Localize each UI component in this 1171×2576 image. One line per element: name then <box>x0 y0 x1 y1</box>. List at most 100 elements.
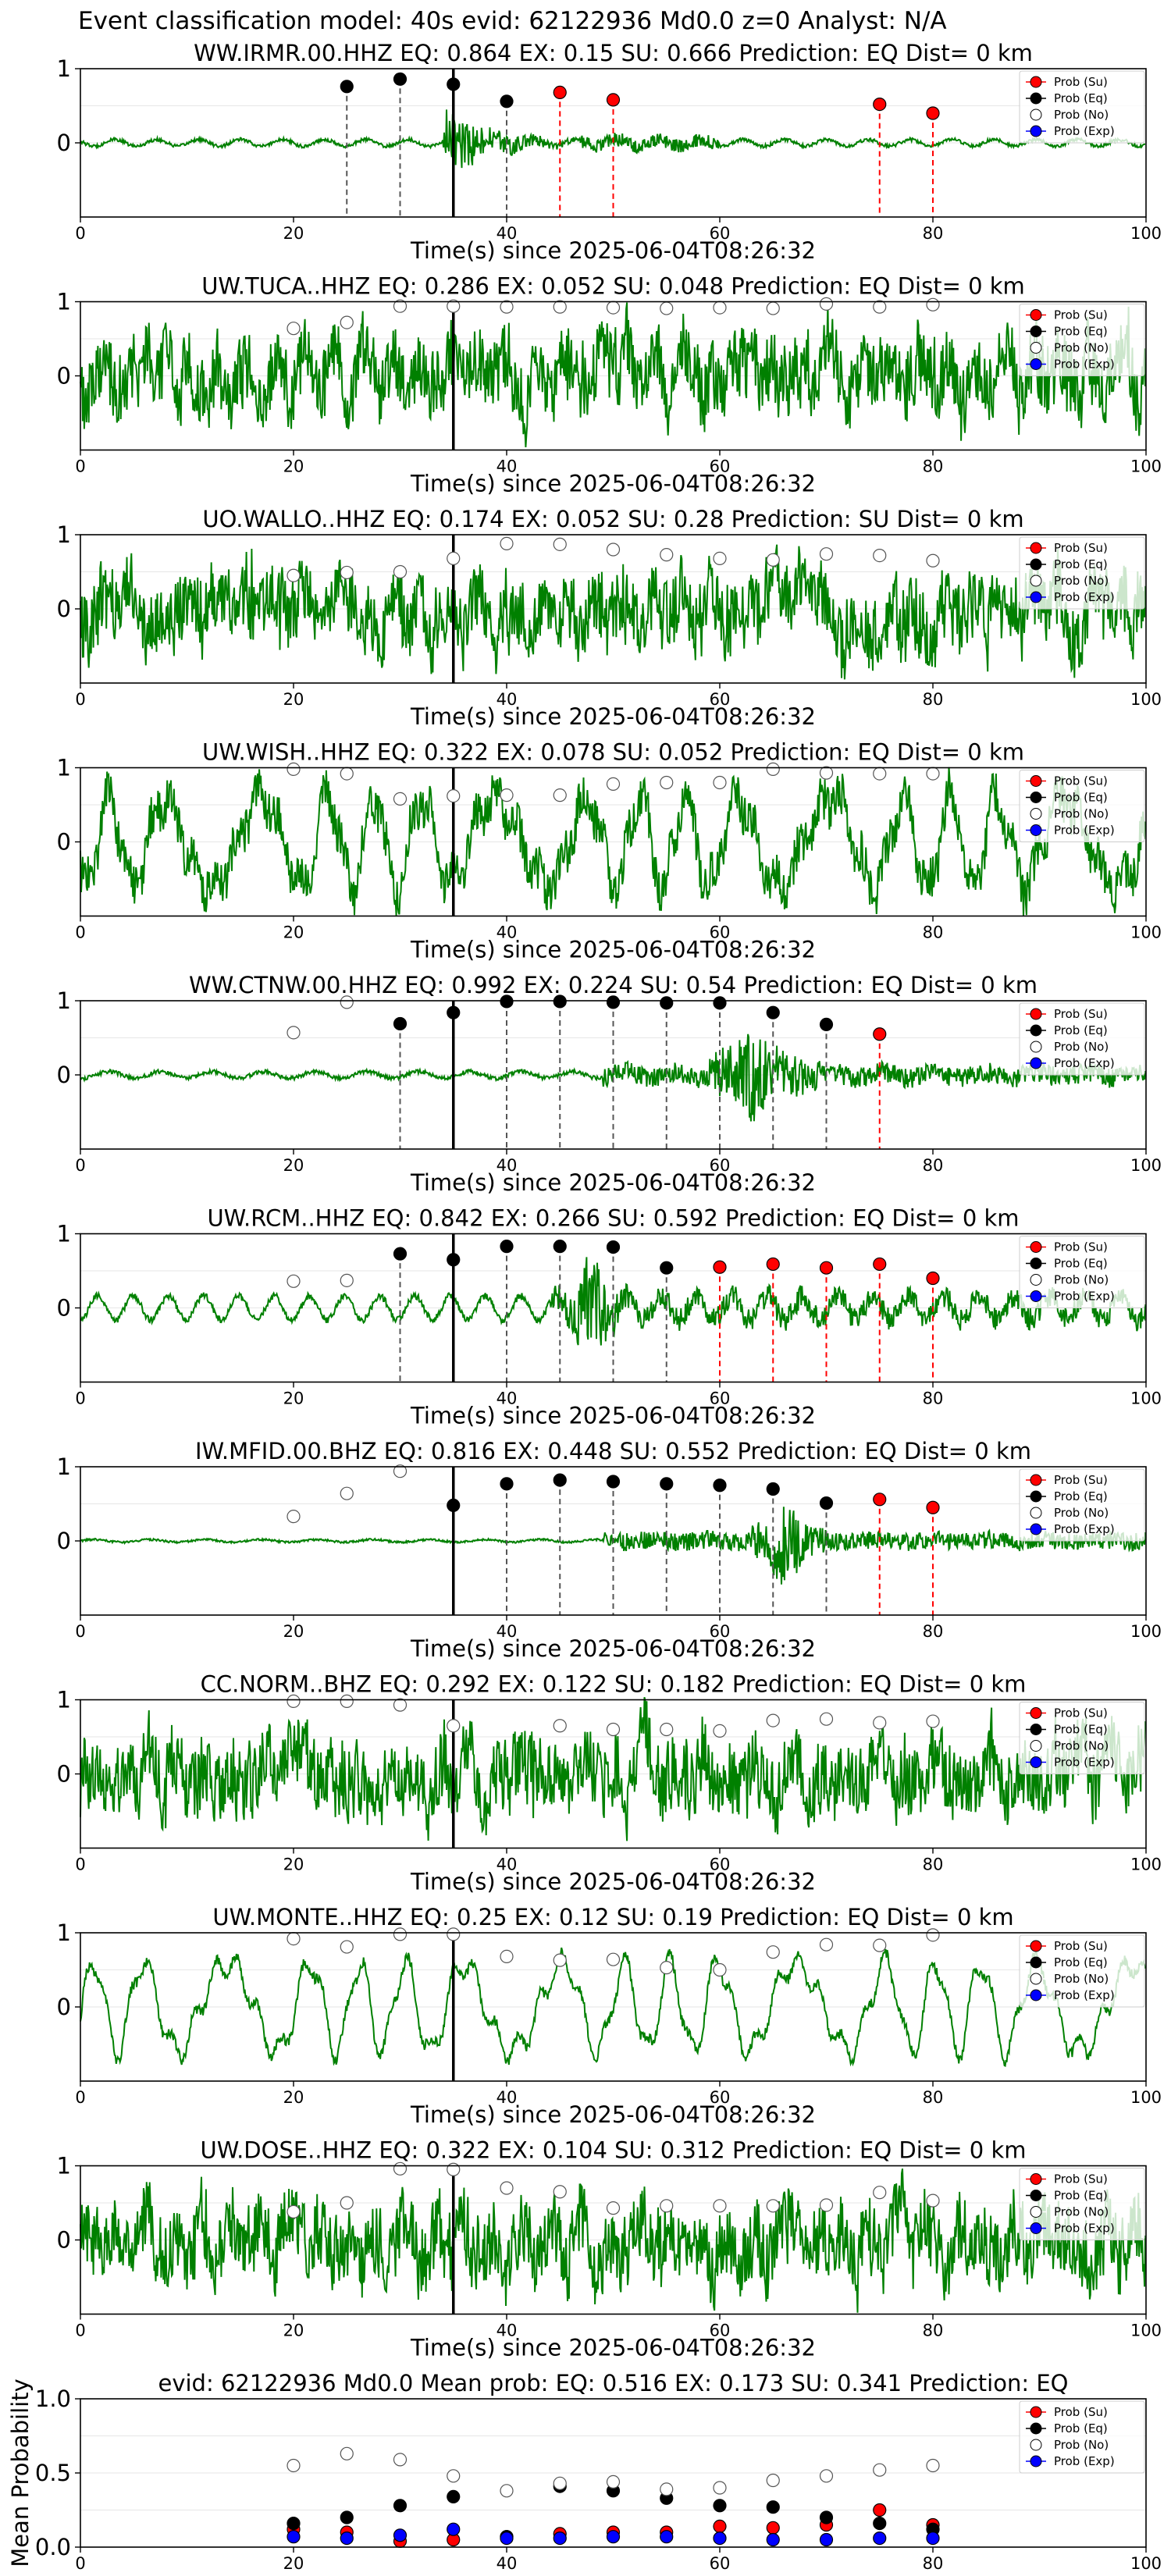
mean-prob-marker-eq <box>819 2510 834 2524</box>
prob-marker-no <box>340 1273 354 1287</box>
x-tick-label: 60 <box>710 1156 731 1175</box>
x-tick-label: 40 <box>497 2322 518 2340</box>
legend-marker-eq <box>1030 326 1042 337</box>
x-axis-label: Time(s) since 2025-06-04T08:26:32 <box>410 2101 816 2128</box>
mean-prob-marker-no <box>447 2469 461 2483</box>
prob-marker-no <box>447 1719 461 1733</box>
prob-marker-eq <box>500 94 514 109</box>
prob-marker-no <box>500 2181 514 2195</box>
station-panel: IW.MFID.00.BHZ EQ: 0.816 EX: 0.448 SU: 0… <box>57 1438 1162 1662</box>
legend-marker-eq <box>1030 1258 1042 1269</box>
prob-marker-no <box>393 1927 408 1941</box>
y-tick-label: 0 <box>57 1528 71 1554</box>
waveform-trace <box>80 2168 1146 2313</box>
prob-marker-eq <box>660 996 674 1010</box>
mean-prob-marker-exp <box>287 2530 301 2544</box>
y-tick-label: 1 <box>57 2153 71 2179</box>
prob-marker-no <box>447 788 461 803</box>
prob-marker-eq <box>553 1240 567 1254</box>
legend-label-eq: Prob (Eq) <box>1054 1023 1108 1037</box>
mean-prob-marker-no <box>819 2469 834 2483</box>
prob-marker-no <box>660 548 674 562</box>
legend-label-no: Prob (No) <box>1054 2438 1109 2452</box>
x-tick-label: 60 <box>710 1622 731 1641</box>
station-panel: UW.TUCA..HHZ EQ: 0.286 EX: 0.052 SU: 0.0… <box>57 273 1162 497</box>
x-tick-label: 40 <box>497 1622 518 1641</box>
legend: Prob (Su) Prob (Eq) Prob (No) Prob (Exp) <box>1019 1002 1145 1076</box>
legend-label-exp: Prob (Exp) <box>1054 1522 1115 1536</box>
legend: Prob (Su) Prob (Eq) Prob (No) Prob (Exp) <box>1019 304 1145 376</box>
prob-marker-no <box>926 1714 940 1728</box>
panel-title: WW.IRMR.00.HHZ EQ: 0.864 EX: 0.15 SU: 0.… <box>194 40 1033 66</box>
panel-title: CC.NORM..BHZ EQ: 0.292 EX: 0.122 SU: 0.1… <box>201 1671 1027 1698</box>
x-tick-label: 40 <box>497 1389 518 1408</box>
prob-marker-no <box>819 547 834 561</box>
mean-prob-marker-no <box>766 2473 780 2488</box>
prob-marker-no <box>873 767 887 781</box>
prob-marker-no <box>287 1026 301 1040</box>
legend-marker-eq <box>1030 1024 1042 1037</box>
prob-marker-no <box>287 1510 301 1524</box>
x-tick-label: 60 <box>710 2322 731 2340</box>
y-tick-label: 0 <box>57 1994 71 2020</box>
legend-marker-eq <box>1030 1490 1042 1503</box>
mean-prob-marker-no <box>553 2476 567 2490</box>
legend-label-eq: Prob (Eq) <box>1054 91 1108 105</box>
mean-prob-marker-exp <box>606 2530 621 2544</box>
legend: Prob (Su) Prob (Eq) Prob (No) Prob (Exp) <box>1019 1702 1145 1774</box>
x-tick-label: 100 <box>1130 2322 1162 2340</box>
legend-label-no: Prob (No) <box>1054 807 1109 821</box>
x-tick-label: 60 <box>710 690 731 709</box>
waveform-trace <box>80 1947 1146 2068</box>
prob-marker-eq <box>447 1005 461 1019</box>
y-tick-label: 0 <box>57 1062 71 1088</box>
prob-marker-no <box>447 299 461 313</box>
x-tick-label: 100 <box>1130 1389 1162 1408</box>
legend-marker-su <box>1030 76 1042 88</box>
legend-marker-no <box>1030 1274 1042 1286</box>
prob-marker-no <box>873 2186 887 2200</box>
prob-marker-eq <box>713 1478 727 1493</box>
legend-box <box>1019 770 1145 842</box>
prob-marker-no <box>393 1464 408 1478</box>
legend-label-exp: Prob (Exp) <box>1054 2454 1115 2468</box>
x-tick-label: 0 <box>75 1622 85 1641</box>
x-tick-label: 40 <box>497 2088 518 2107</box>
x-tick-label: 20 <box>283 224 304 243</box>
x-tick-label: 20 <box>283 457 304 476</box>
x-tick-label: 100 <box>1130 1156 1162 1175</box>
mean-prob-marker-no <box>660 2482 674 2496</box>
prob-marker-no <box>713 551 727 566</box>
mean-prob-marker-eq <box>287 2517 301 2531</box>
y-tick-label: 1 <box>57 1920 71 1946</box>
prob-marker-eq <box>553 994 567 1009</box>
prob-marker-su <box>873 98 887 112</box>
legend-label-exp: Prob (Exp) <box>1054 124 1115 138</box>
prob-marker-no <box>287 762 301 777</box>
mean-prob-marker-exp <box>500 2532 514 2546</box>
x-axis-label: Time(s) since 2025-06-04T08:26:32 <box>410 2335 816 2361</box>
x-tick-label: 100 <box>1130 2554 1162 2573</box>
prob-marker-no <box>340 995 354 1009</box>
legend-label-eq: Prob (Eq) <box>1054 1723 1108 1737</box>
prob-marker-no <box>926 2194 940 2208</box>
x-axis-label: Time(s) since 2025-06-04T08:26:32 <box>410 1869 816 1895</box>
mean-prob-marker-eq <box>340 2510 354 2524</box>
x-tick-label: 80 <box>923 690 944 709</box>
legend-box <box>1019 1236 1145 1308</box>
mean-prob-marker-no <box>713 2481 727 2495</box>
x-tick-label: 100 <box>1130 1622 1162 1641</box>
prob-marker-no <box>553 537 567 551</box>
mean-prob-marker-no <box>287 2458 301 2473</box>
prob-marker-no <box>500 300 514 314</box>
x-tick-label: 100 <box>1130 923 1162 942</box>
prob-marker-su <box>713 1260 727 1274</box>
prob-marker-no <box>819 1712 834 1726</box>
mean-prob-marker-su <box>713 2519 727 2533</box>
legend-label-eq: Prob (Eq) <box>1054 325 1108 339</box>
prob-marker-no <box>340 1486 354 1500</box>
legend-label-exp: Prob (Exp) <box>1054 1756 1115 1770</box>
prob-marker-no <box>393 2161 408 2176</box>
legend-label-eq: Prob (Eq) <box>1054 557 1108 571</box>
legend-marker-no <box>1030 1507 1042 1519</box>
